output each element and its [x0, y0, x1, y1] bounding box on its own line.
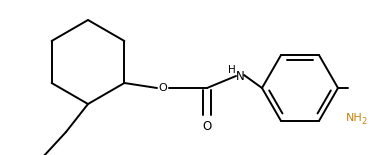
Text: NH: NH — [346, 113, 363, 123]
Text: H: H — [228, 65, 236, 75]
Text: 2: 2 — [361, 117, 366, 126]
Text: O: O — [159, 83, 167, 93]
Text: O: O — [203, 120, 211, 133]
Text: N: N — [236, 71, 244, 84]
